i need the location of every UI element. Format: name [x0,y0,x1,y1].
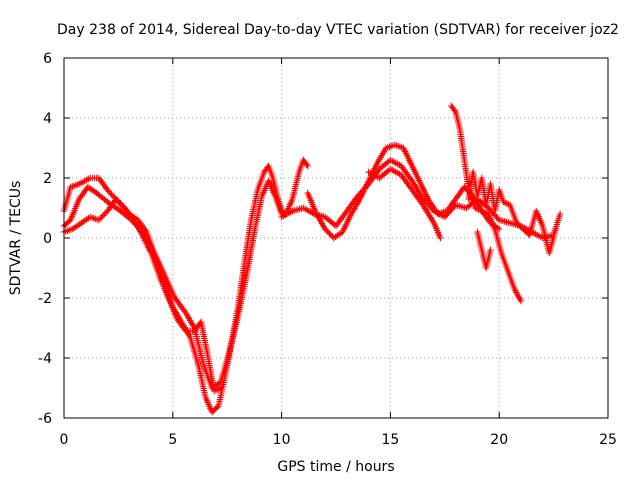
x-tick-label: 0 [60,432,69,448]
series-markers [448,102,525,305]
axes: 0 5 10 15 20 25 -6 -4 -2 0 2 4 6 [38,51,617,448]
x-axis-title: GPS time / hours [277,459,394,475]
series-track-7 [448,102,525,305]
x-tick-label: 25 [599,432,617,448]
y-tick-label: -6 [38,411,52,427]
x-tick-label: 5 [168,432,177,448]
x-tick-label: 20 [490,432,508,448]
series-track-9 [474,228,494,272]
series-track-6 [365,165,444,242]
y-tick-label: 0 [43,231,52,247]
chart-title: Day 238 of 2014, Sidereal Day-to-day VTE… [57,22,619,38]
y-tick-label: 6 [43,51,52,67]
x-tick-label: 10 [273,432,291,448]
series-track-8 [465,168,559,257]
y-tick-label: 2 [43,171,52,187]
x-tick-label: 15 [381,432,399,448]
series-markers [465,168,559,257]
y-axis-title: SDTVAR / TECUs [8,181,24,296]
series-markers [365,165,444,242]
y-tick-label: -4 [38,351,52,367]
series-markers [474,228,494,272]
y-tick-label: -2 [38,291,52,307]
y-tick-label: 4 [43,111,52,127]
